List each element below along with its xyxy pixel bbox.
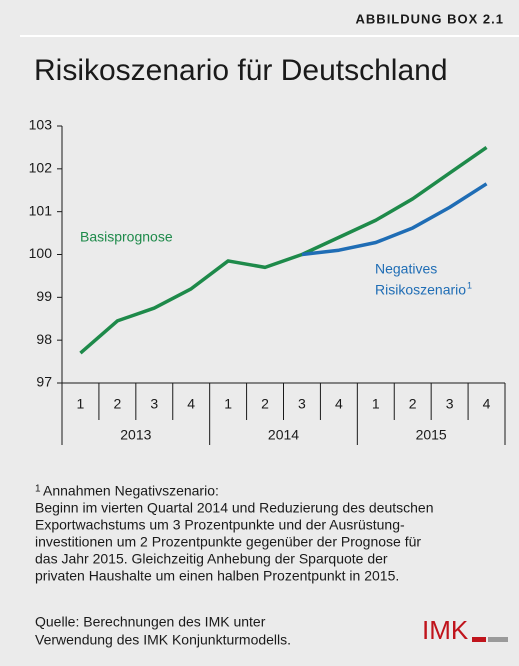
x-tick-label: 4: [483, 396, 491, 412]
footnote-line: das Jahr 2015. Gleichzeitig Anhebung der…: [35, 551, 388, 567]
x-tick-label: 3: [446, 396, 454, 412]
series-line: [301, 182, 488, 257]
y-tick-label: 103: [29, 117, 53, 133]
x-group-label: 2014: [268, 427, 299, 443]
footnote-line: Beginn im vierten Quartal 2014 und Reduz…: [35, 500, 433, 516]
y-tick-label: 97: [36, 374, 52, 390]
source-line: Quelle: Berechnungen des IMK unter: [35, 614, 266, 630]
series-line: [79, 145, 488, 355]
x-tick-label: 1: [77, 396, 85, 412]
x-tick-label: 4: [335, 396, 343, 412]
x-tick-label: 3: [298, 396, 306, 412]
footnote-line: privaten Haushalte um einen halben Proze…: [35, 568, 399, 584]
logo-bar: [472, 637, 486, 642]
x-group-label: 2013: [120, 427, 151, 443]
x-tick-label: 2: [113, 396, 121, 412]
x-tick-label: 4: [187, 396, 195, 412]
plot: 97 98 99 100 101 102 103 1 2 3 4 1 2 3 4 1 2 3 4 2013 2014 20…: [29, 117, 506, 445]
x-tick-label: 2: [409, 396, 417, 412]
legend-label: Risikoszenario: [375, 282, 466, 298]
legend-label: Basisprognose: [80, 229, 173, 245]
x-tick-label: 3: [150, 396, 158, 412]
x-tick-label: 2: [261, 396, 269, 412]
y-tick-label: 100: [29, 245, 53, 261]
footnote-line: Exportwachstums um 3 Prozentpunkte und d…: [35, 517, 405, 533]
x-group-label: 2015: [416, 427, 447, 443]
notes: 1 Annahmen Negativszenario: Beginn im vi…: [35, 483, 433, 648]
y-tick-label: 101: [29, 202, 53, 218]
y-tick-label: 99: [36, 288, 52, 304]
header-label: ABBILDUNG BOX 2.1: [356, 11, 504, 26]
x-tick-label: 1: [372, 396, 380, 412]
footnote-line: investitionen um 2 Prozentpunkte gegenüb…: [35, 534, 421, 550]
legend-footnote-mark: 1: [467, 280, 472, 290]
logo-bar: [488, 637, 508, 642]
source-line: Verwendung des IMK Konjunkturmodells.: [35, 632, 291, 648]
y-tick-label: 102: [29, 160, 53, 176]
x-tick-label: 1: [224, 396, 232, 412]
legend-label: Negatives: [375, 261, 437, 277]
y-tick-label: 98: [36, 331, 52, 347]
chart-title: Risikoszenario für Deutschland: [34, 54, 448, 87]
logo: IMK: [422, 615, 508, 645]
footnote-mark: 1: [35, 484, 41, 495]
footnote-title: Annahmen Negativszenario:: [43, 483, 219, 499]
logo-text: IMK: [422, 615, 469, 645]
